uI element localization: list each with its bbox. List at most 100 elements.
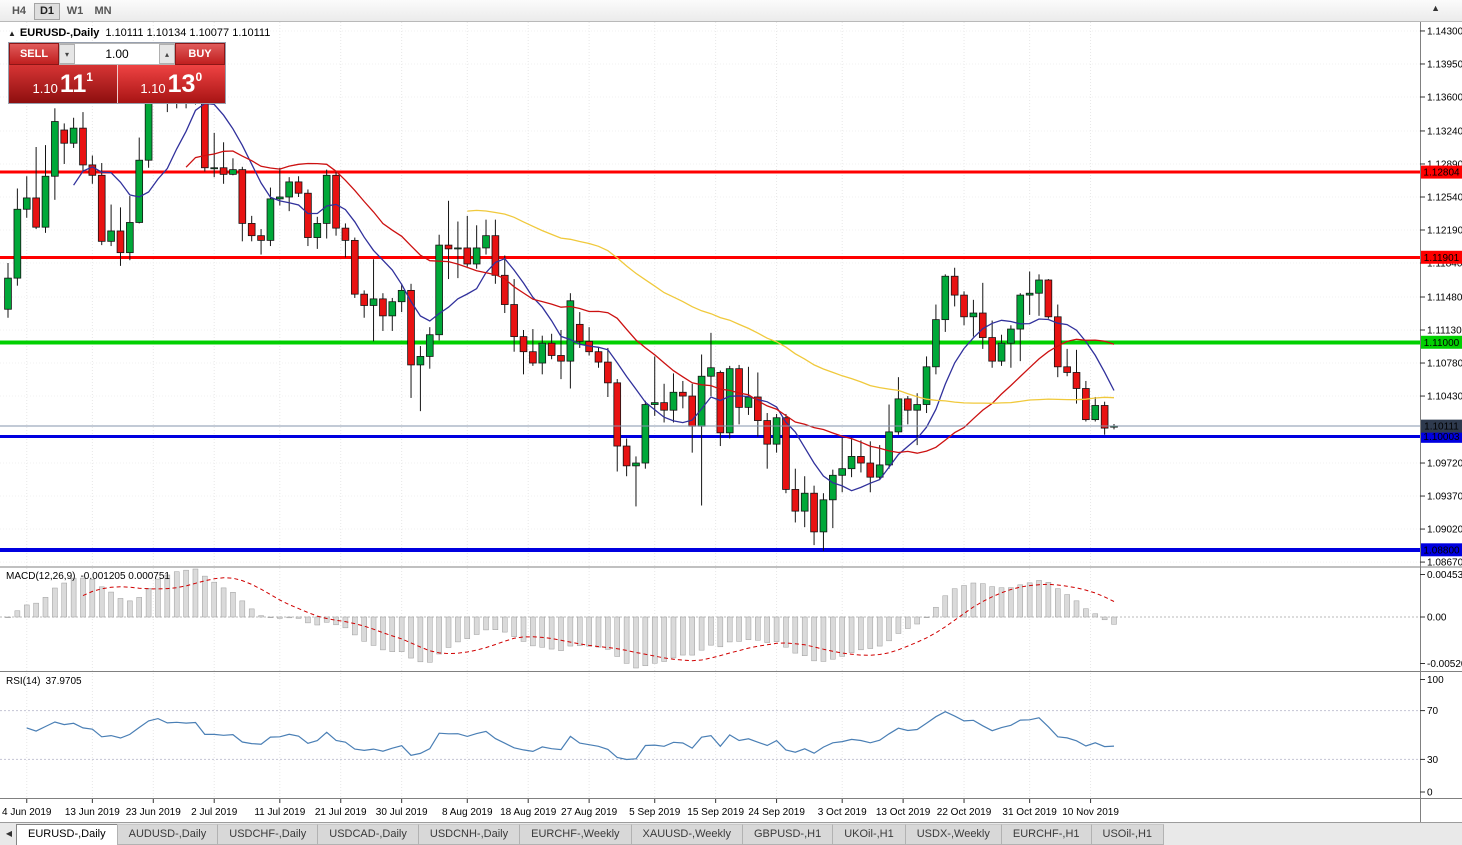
price-tick-label: 1.12190 bbox=[1427, 226, 1462, 237]
price-tick-label: 1.13240 bbox=[1427, 126, 1462, 137]
price-tick-label: 1.10780 bbox=[1427, 359, 1462, 370]
volume-value[interactable]: 1.00 bbox=[105, 47, 129, 61]
price-tick-label: 1.10430 bbox=[1427, 392, 1462, 403]
price-tick-label: 1.13950 bbox=[1427, 59, 1462, 70]
tab-scroll-left-icon[interactable]: ◀ bbox=[2, 824, 16, 843]
symbol-tab-eurchf-h1[interactable]: EURCHF-,H1 bbox=[1000, 824, 1092, 845]
price-tick-label: 1.13600 bbox=[1427, 92, 1462, 103]
timeframe-button-w1[interactable]: W1 bbox=[62, 3, 88, 20]
date-tick-label: 5 Sep 2019 bbox=[629, 807, 681, 818]
timeframe-button-group: H4 D1 W1 MN bbox=[6, 1, 118, 20]
date-tick-label: 2 Jul 2019 bbox=[191, 807, 238, 818]
moving-average-50 bbox=[467, 209, 1115, 404]
one-click-trading-panel: SELL ▾ 1.00 ▴ BUY 1.10 11 1 1.10 13 0 bbox=[8, 42, 226, 104]
pane-separator[interactable] bbox=[0, 22, 1462, 822]
svg-text:100: 100 bbox=[1427, 675, 1444, 686]
price-tag bbox=[1421, 429, 1462, 443]
buy-button[interactable]: BUY bbox=[175, 43, 225, 65]
date-tick-label: 30 Jul 2019 bbox=[376, 807, 428, 818]
price-chart[interactable]: 1.14300 1.13950 1.13600 1.13240 1.12890 1.125… bbox=[0, 22, 1462, 822]
symbol-tab-usdchf-daily[interactable]: USDCHF-,Daily bbox=[217, 824, 319, 845]
price-tick-label: 1.12890 bbox=[1427, 159, 1462, 170]
svg-text:1.11901: 1.11901 bbox=[1424, 253, 1460, 264]
macd-axis: 0.004536 0.00 -0.005205 bbox=[1420, 570, 1462, 670]
moving-average-8 bbox=[73, 102, 1115, 492]
rsi-axis: 100 70 30 0 bbox=[1420, 675, 1444, 799]
volume-control: ▾ 1.00 ▴ bbox=[59, 43, 175, 65]
timeframe-button-d1[interactable]: D1 bbox=[34, 2, 60, 20]
rsi-line bbox=[26, 711, 1115, 761]
rsi-label: RSI(14) 37.9705 bbox=[6, 676, 82, 687]
svg-text:1.08800: 1.08800 bbox=[1423, 545, 1460, 556]
buy-price-button[interactable]: 1.10 13 0 bbox=[117, 65, 225, 103]
symbol-tab-usoil-h1[interactable]: USOil-,H1 bbox=[1090, 824, 1165, 845]
symbol-tab-eurchf-weekly[interactable]: EURCHF-,Weekly bbox=[519, 824, 632, 845]
svg-text:1.11000: 1.11000 bbox=[1424, 338, 1460, 349]
price-tag bbox=[1421, 250, 1462, 264]
svg-text:0: 0 bbox=[1427, 788, 1433, 799]
date-tick-label: 11 Jul 2019 bbox=[254, 807, 305, 818]
volume-decrease-icon[interactable]: ▾ bbox=[59, 44, 75, 64]
date-tick-label: 15 Sep 2019 bbox=[687, 807, 744, 818]
price-tick-label: 1.09720 bbox=[1427, 459, 1462, 470]
price-tick-label: 1.08670 bbox=[1427, 558, 1462, 569]
price-tick-label: 1.11840 bbox=[1427, 259, 1462, 270]
scroll-up-icon[interactable]: ▲ bbox=[1431, 3, 1440, 13]
rsi-levels bbox=[0, 710, 1420, 760]
date-tick-label: 13 Oct 2019 bbox=[876, 807, 931, 818]
symbol-tab-ukoil-h1[interactable]: UKOil-,H1 bbox=[832, 824, 906, 845]
bid-price-tag bbox=[1421, 419, 1462, 433]
one-click-panel-toggle-icon[interactable]: ▲ bbox=[8, 29, 16, 38]
sell-button[interactable]: SELL bbox=[9, 43, 59, 65]
svg-text:30: 30 bbox=[1427, 755, 1439, 766]
volume-increase-icon[interactable]: ▴ bbox=[159, 44, 175, 64]
symbol-tab-eurusd-daily[interactable]: EURUSD-,Daily bbox=[16, 824, 118, 845]
price-tag bbox=[1421, 165, 1462, 179]
date-tick-label: 31 Oct 2019 bbox=[1002, 807, 1057, 818]
date-tick-label: 23 Jun 2019 bbox=[126, 807, 181, 818]
price-tick-label: 1.12540 bbox=[1427, 192, 1462, 203]
timeframe-toolbar: H4 D1 W1 MN ▲ bbox=[0, 0, 1462, 22]
svg-text:-0.005205: -0.005205 bbox=[1427, 659, 1462, 670]
price-tick-label: 1.11130 bbox=[1427, 326, 1462, 337]
svg-text:0.00: 0.00 bbox=[1427, 612, 1447, 623]
symbol-tab-xauusd-weekly[interactable]: XAUUSD-,Weekly bbox=[630, 824, 743, 845]
chart-title: ▲ EURUSD-,Daily 1.10111 1.10134 1.10077 1.… bbox=[8, 27, 270, 39]
date-tick-label: 27 Aug 2019 bbox=[561, 807, 618, 818]
symbol-tab-usdx-weekly[interactable]: USDX-,Weekly bbox=[904, 824, 1002, 845]
timeframe-button-mn[interactable]: MN bbox=[90, 3, 116, 20]
svg-text:1.10111: 1.10111 bbox=[1424, 422, 1459, 433]
price-tick-label: 1.09370 bbox=[1427, 492, 1462, 503]
svg-text:1.12804: 1.12804 bbox=[1423, 168, 1460, 179]
chart-ohlc-values: 1.10111 1.10134 1.10077 1.10111 bbox=[105, 27, 271, 39]
symbol-tab-bar: ◀ EURUSD-,Daily AUDUSD-,Daily USDCHF-,Dail… bbox=[0, 822, 1462, 845]
sell-price-button[interactable]: 1.10 11 1 bbox=[9, 65, 118, 103]
sell-price-point: 1 bbox=[86, 70, 93, 84]
date-tick-label: 22 Oct 2019 bbox=[937, 807, 992, 818]
date-axis: 4 Jun 2019 13 Jun 2019 23 Jun 2019 2 Jul 20… bbox=[2, 799, 1119, 818]
date-tick-label: 18 Aug 2019 bbox=[500, 807, 557, 818]
buy-price-pips: 13 bbox=[167, 69, 196, 98]
date-tick-label: 24 Sep 2019 bbox=[748, 807, 805, 818]
price-tag bbox=[1421, 543, 1462, 557]
price-tick-label: 1.11480 bbox=[1427, 292, 1462, 303]
symbol-tab-usdcnh-daily[interactable]: USDCNH-,Daily bbox=[417, 824, 521, 845]
date-tick-label: 4 Jun 2019 bbox=[2, 807, 52, 818]
horizontal-line-objects[interactable]: 1.12804 1.11901 1.11000 1.10003 1.08800 bbox=[0, 165, 1462, 557]
sell-price-big-figure: 1.10 bbox=[32, 80, 58, 96]
symbol-tab-audusd-daily[interactable]: AUDUSD-,Daily bbox=[116, 824, 219, 845]
timeframe-button-h4[interactable]: H4 bbox=[6, 3, 32, 20]
symbol-tab-gbpusd-h1[interactable]: GBPUSD-,H1 bbox=[741, 824, 834, 845]
macd-histogram bbox=[5, 568, 1117, 669]
sell-price-pips: 11 bbox=[59, 69, 87, 98]
date-tick-label: 21 Jul 2019 bbox=[315, 807, 367, 818]
moving-average-20 bbox=[185, 150, 1115, 454]
svg-text:0.004536: 0.004536 bbox=[1427, 570, 1462, 581]
price-tag bbox=[1421, 335, 1462, 349]
price-tick-label: 1.14300 bbox=[1427, 26, 1462, 37]
symbol-tab-usdcad-daily[interactable]: USDCAD-,Daily bbox=[317, 824, 419, 845]
date-tick-label: 10 Nov 2019 bbox=[1062, 807, 1119, 818]
date-tick-label: 3 Oct 2019 bbox=[818, 807, 867, 818]
date-tick-label: 8 Aug 2019 bbox=[442, 807, 493, 818]
